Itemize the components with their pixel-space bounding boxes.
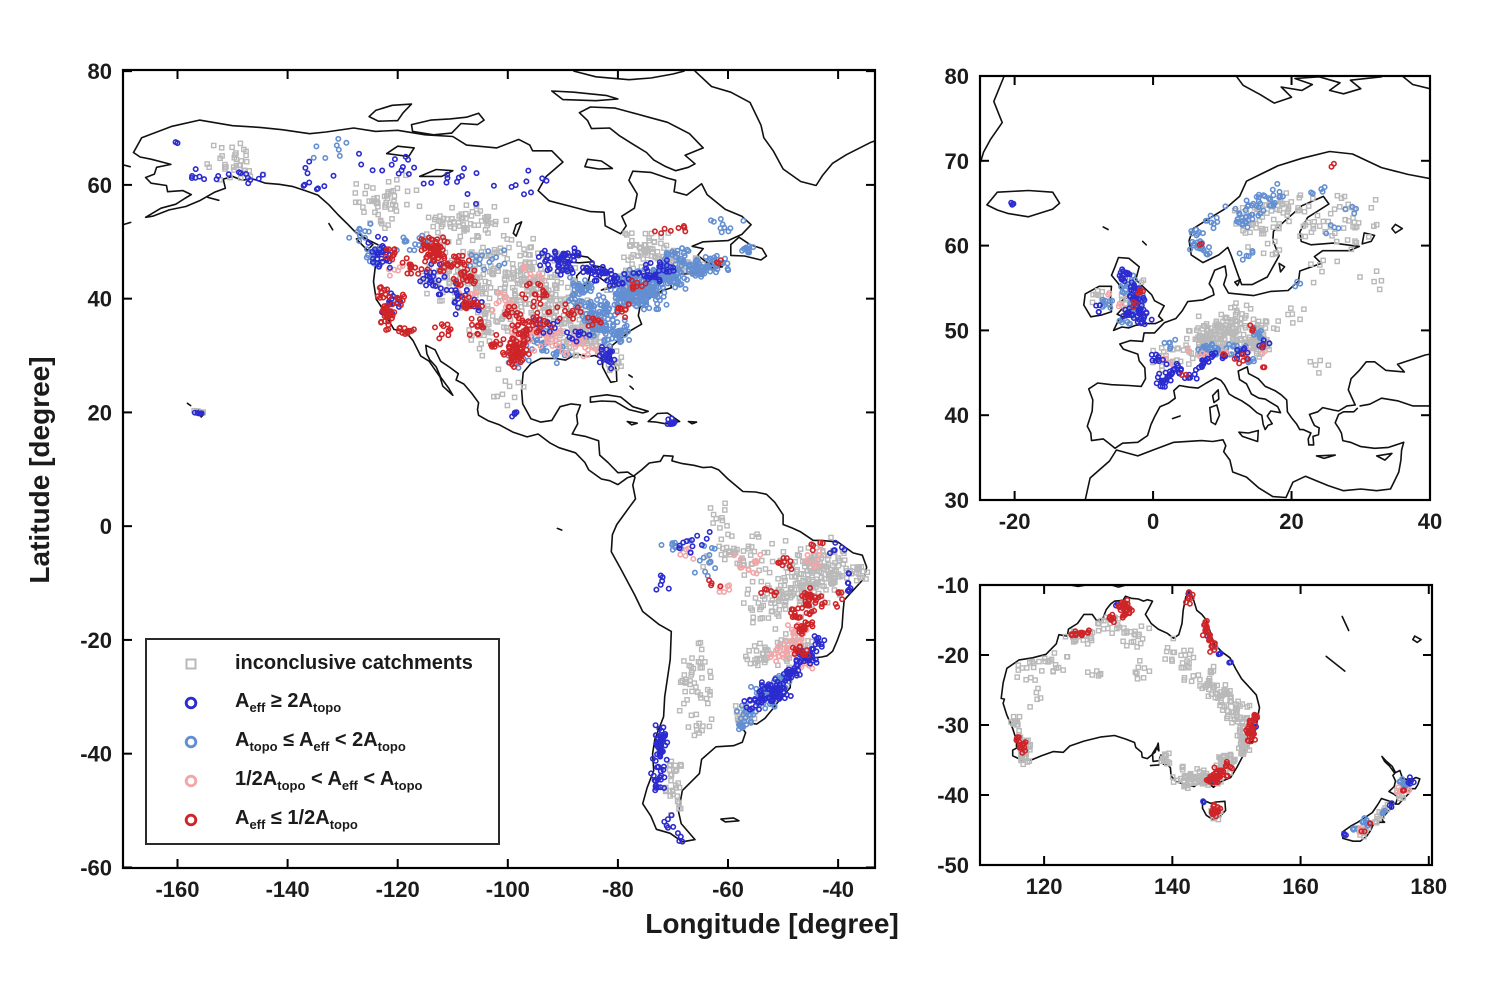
legend-entry: Aeff ≤ 1/2Atopo [147,800,498,839]
legend-entry-label: Aeff ≤ 1/2Atopo [235,807,358,832]
legend-entry: 1/2Atopo < Aeff < Atopo [147,761,498,800]
americas-ytick-label: 60 [88,173,112,198]
europe-map-panel [980,76,1430,500]
australia-ytick-label: -40 [937,783,969,808]
europe-xtick-label: -20 [999,509,1031,534]
open-circle-marker-icon [147,694,235,712]
europe-xtick-label: 20 [1279,509,1303,534]
europe-xtick-label: 0 [1147,509,1159,534]
americas-ytick-label: 20 [88,400,112,425]
legend-entry-label: Aeff ≥ 2Atopo [235,690,342,715]
x-axis-title: Longitude [degree] [645,908,899,939]
americas-ytick-label: 40 [88,287,112,312]
americas-xtick-label: -120 [376,877,420,902]
europe-xtick-label: 40 [1418,509,1442,534]
australia-xtick-label: 140 [1154,874,1191,899]
americas-ytick-label: 0 [100,514,112,539]
gray-square-marker-icon [147,655,235,673]
australia-ytick-label: -10 [937,573,969,598]
europe-series-inconclusive [1089,190,1385,376]
europe-ytick-label: 60 [945,234,969,259]
americas-ytick-label: -20 [80,628,112,653]
australia-xtick-label: 120 [1026,874,1063,899]
legend: inconclusive catchments Aeff ≥ 2Atopo Atop… [145,638,500,845]
australia-coastlines [1000,585,1422,843]
americas-xtick-label: -40 [822,877,854,902]
europe-coastlines [980,76,1430,500]
europe-series-aeff_ge_2atopo [1008,199,1273,390]
australia-xtick-label: 160 [1282,874,1319,899]
americas-xtick-label: -80 [602,877,634,902]
americas-ytick-label: -40 [80,742,112,767]
europe-ytick-label: 50 [945,318,969,343]
europe-ytick-label: 40 [945,403,969,428]
europe-axes-box [978,74,1432,502]
australia-map-panel [1000,585,1422,843]
europe-ytick-label: 30 [945,488,969,513]
legend-entry-label: Atopo ≤ Aeff < 2Atopo [235,729,406,754]
americas-ytick-label: 80 [88,59,112,84]
americas-xtick-label: -140 [266,877,310,902]
australia-series-aeff_ge_2atopo [1113,590,1417,839]
americas-ytick-label: -60 [80,855,112,880]
legend-entry: Aeff ≥ 2Atopo [147,683,498,722]
y-axis-title: Latitude [degree] [24,356,55,584]
australia-xtick-label: 180 [1410,874,1447,899]
americas-series-aeff_le_half_atopo [374,223,846,659]
open-circle-marker-icon [147,772,235,790]
americas-xtick-label: -100 [486,877,530,902]
americas-axes: -160 -140 -120 -100 -80 -60 -40 -60 -40 -20 0 20 40 6… [80,59,877,902]
australia-ytick-label: -20 [937,643,969,668]
australia-axes: 120 140 160 180 -50 -40 -30 -20 -10 [937,573,1447,899]
australia-series-aeff_le_half_atopo [1013,589,1408,835]
europe-axes: -20 0 20 40 30 40 50 60 70 80 [945,64,1443,534]
americas-axes-box [121,68,877,870]
europe-ytick-label: 80 [945,64,969,89]
australia-ytick-label: -50 [937,853,969,878]
americas-xtick-label: -160 [155,877,199,902]
legend-entry: Atopo ≤ Aeff < 2Atopo [147,722,498,761]
legend-entry-label: 1/2Atopo < Aeff < Atopo [235,768,423,793]
americas-series-aeff_ge_2atopo [172,139,854,845]
australia-ytick-label: -30 [937,713,969,738]
open-circle-marker-icon [147,811,235,829]
australia-series-inconclusive [1008,614,1407,840]
americas-xtick-label: -60 [712,877,744,902]
open-circle-marker-icon [147,733,235,751]
legend-entry-label: inconclusive catchments [235,652,473,674]
europe-ytick-label: 70 [945,149,969,174]
europe-series-aeff_le_half_atopo [1130,160,1337,378]
americas-map-panel [123,70,875,845]
legend-entry: inconclusive catchments [147,644,498,683]
